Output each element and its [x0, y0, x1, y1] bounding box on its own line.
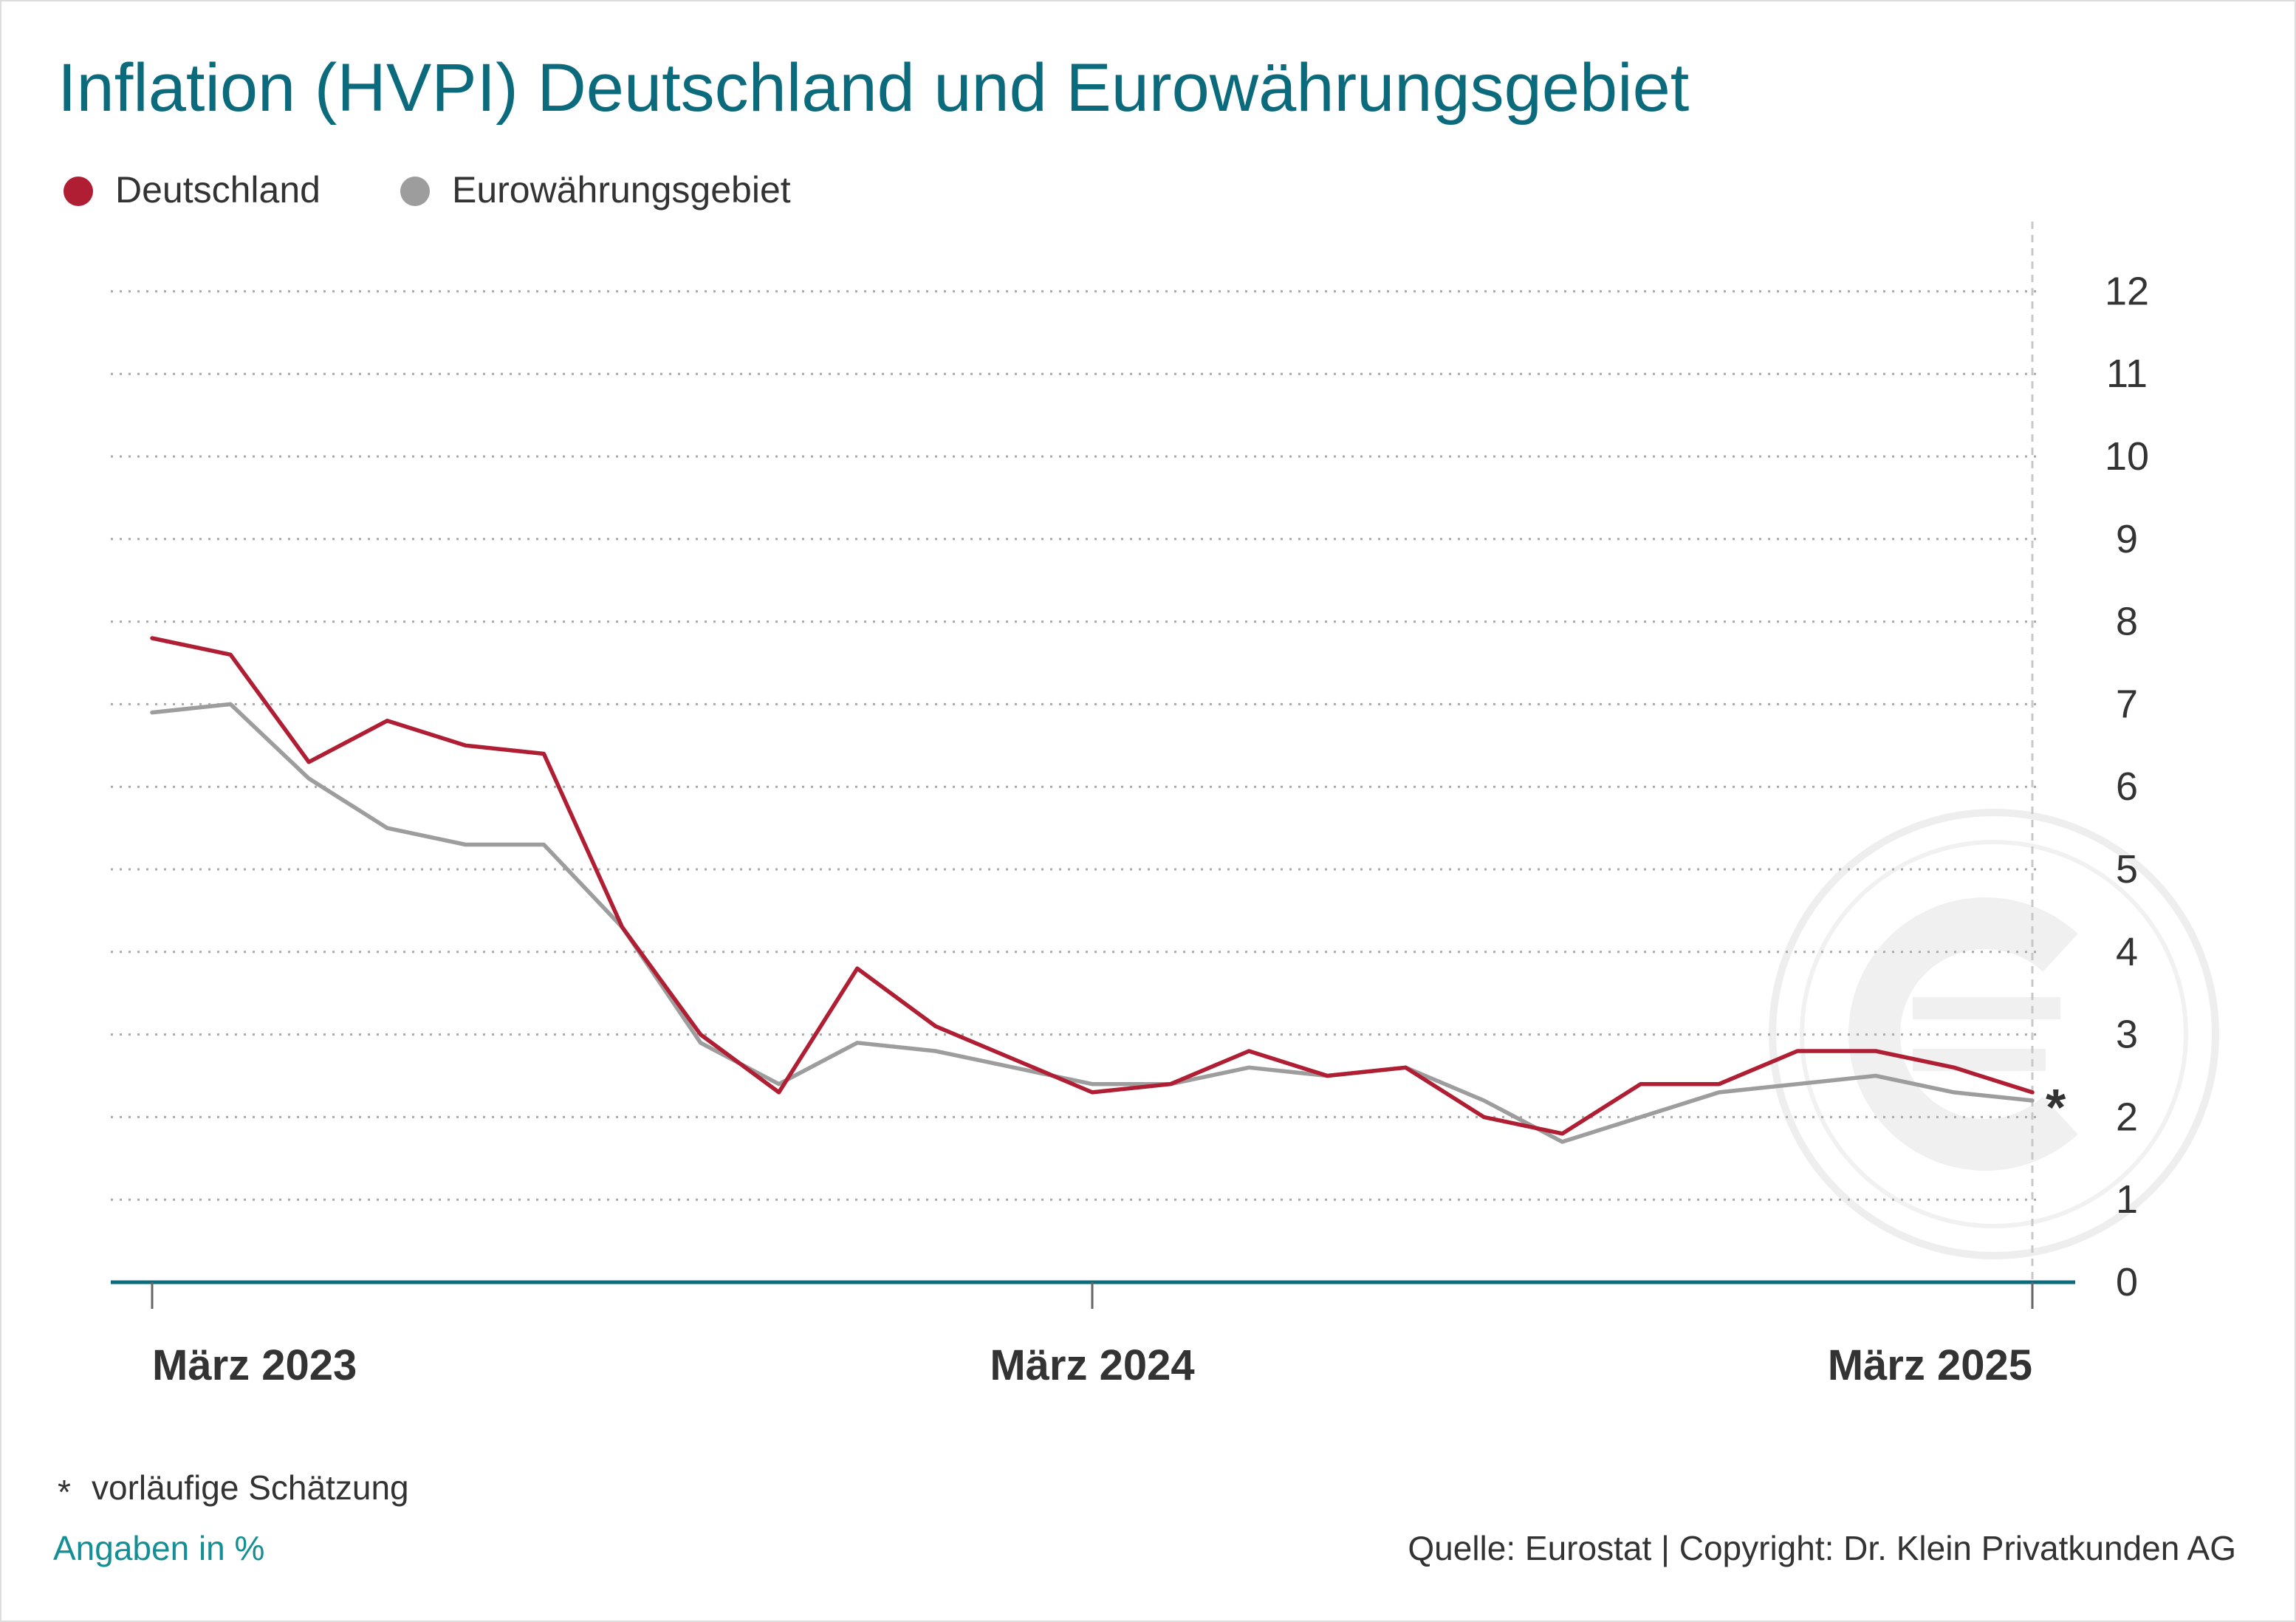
- legend-label-eurowaehrungsgebiet: Eurowährungsgebiet: [452, 169, 791, 211]
- euro-coin-icon: [1769, 809, 2219, 1259]
- y-tick-label: 8: [2116, 600, 2138, 644]
- y-tick-label: 0: [2116, 1260, 2138, 1304]
- y-tick-label: 12: [2105, 269, 2149, 313]
- source-credit: Quelle: Eurostat | Copyright: Dr. Klein …: [1408, 1529, 2236, 1567]
- units-note: Angaben in %: [53, 1529, 264, 1567]
- x-tick-label: März 2024: [990, 1341, 1194, 1389]
- legend-dot-eurowaehrungsgebiet: [400, 177, 430, 206]
- y-tick-label: 11: [2106, 352, 2148, 396]
- y-tick-label: 1: [2116, 1177, 2138, 1222]
- y-tick-label: 9: [2116, 517, 2138, 561]
- chart-title: Inflation (HVPI) Deutschland und Eurowäh…: [58, 50, 1689, 126]
- footnote-marker: *: [58, 1473, 71, 1511]
- annotations: *: [2046, 1078, 2066, 1136]
- y-tick-label: 3: [2116, 1013, 2138, 1057]
- x-tick-label: März 2023: [152, 1341, 357, 1389]
- x-axis-ticks: März 2023 März 2024 März 2025: [151, 1282, 2034, 1389]
- series-lines: [150, 636, 2035, 1144]
- x-tick-label: März 2025: [1828, 1341, 2032, 1389]
- y-tick-label: 5: [2116, 847, 2138, 892]
- y-tick-label: 10: [2105, 434, 2149, 479]
- y-tick-label: 4: [2116, 930, 2138, 974]
- legend: Deutschland Eurowährungsgebiet: [64, 169, 791, 211]
- y-tick-label: 6: [2116, 764, 2138, 809]
- legend-label-deutschland: Deutschland: [115, 169, 321, 211]
- legend-dot-deutschland: [64, 177, 93, 206]
- series-line-deutschland: [150, 636, 2035, 1136]
- y-tick-label: 2: [2116, 1095, 2138, 1139]
- footnote-text: vorläufige Schätzung: [92, 1468, 409, 1507]
- grid-lines: [111, 290, 2038, 1201]
- series-line-eurowaehrungsgebiet: [150, 702, 2035, 1144]
- y-tick-label: 7: [2116, 682, 2138, 726]
- estimate-annotation: *: [2046, 1078, 2066, 1136]
